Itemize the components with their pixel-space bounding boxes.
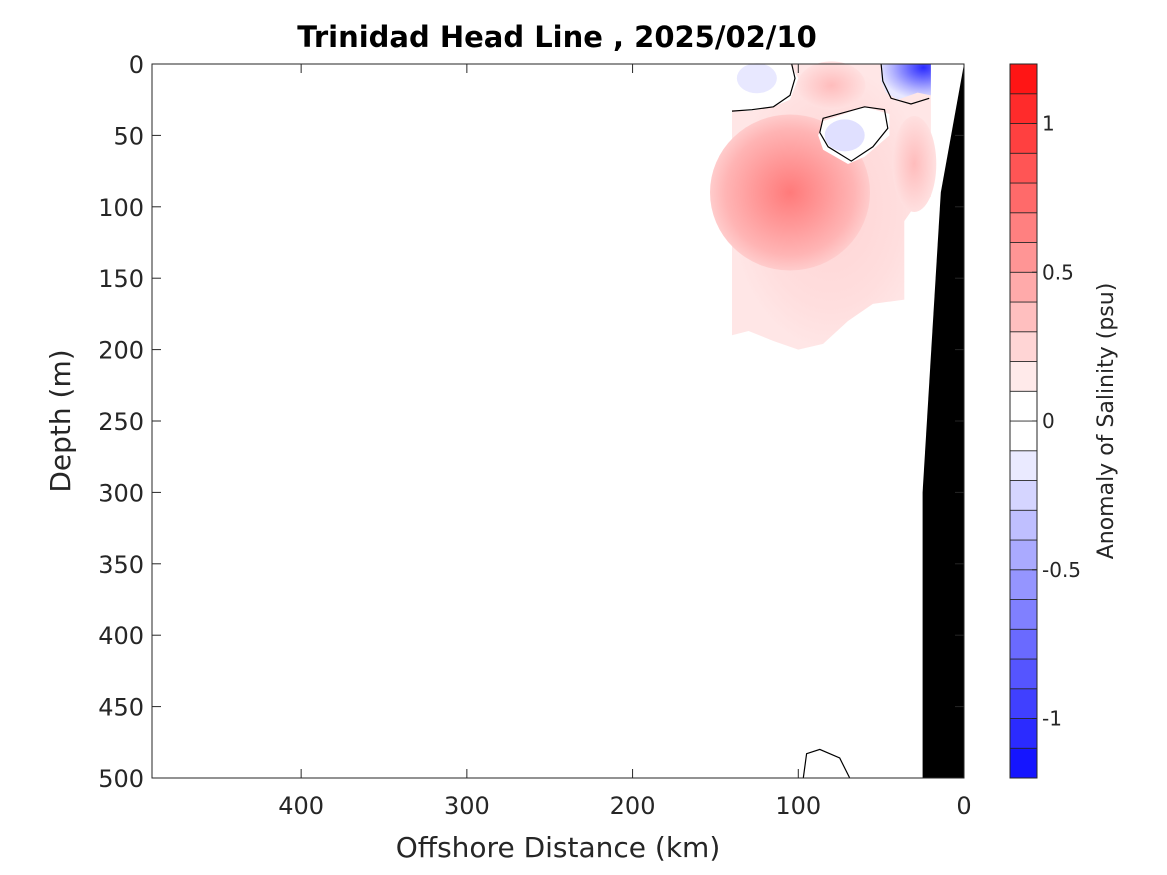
y-tick-label: 500 [98,765,144,793]
colorbar-level-swatch [1009,539,1038,571]
colorbar-level-swatch [1009,361,1038,392]
colorbar-level-swatch [1009,688,1038,719]
x-tick-label: 0 [956,792,971,820]
anomaly-region-negative-subsurface [824,119,865,152]
y-tick-label: 450 [98,694,144,722]
y-tick-label: 350 [98,551,144,579]
colorbar-level-swatch [1009,390,1038,422]
x-tick-label: 100 [775,792,821,820]
y-tick-label: 50 [113,122,144,150]
colorbar-level-swatch [1009,747,1038,779]
colorbar-level-swatch [1009,301,1038,333]
colorbar-tick-label: 0 [1042,409,1055,433]
y-tick-label: 250 [98,408,144,436]
x-axis-title: Offshore Distance (km) [396,831,721,864]
colorbar-level-swatch [1009,242,1038,273]
anomaly-region-negative-outer-surface [736,63,777,94]
colorbar-level-swatch [1009,628,1038,660]
colorbar-tick-label: 0.5 [1042,260,1074,284]
colorbar-level-swatch [1009,480,1038,511]
anomaly-contours [710,61,937,779]
anomaly-region-positive-surface [797,61,866,110]
x-tick-label: 400 [278,792,324,820]
colorbar-level-swatch [1009,182,1038,214]
colorbar-level-swatch [1009,658,1038,690]
anomaly-region-negative-surface [881,64,931,100]
colorbar-level-swatch [1009,123,1038,154]
plot-area [151,61,965,779]
colorbar-level-swatch [1009,331,1038,362]
colorbar-level-swatch [1009,93,1038,124]
zero-contour-deep [802,748,851,779]
colorbar-tick-label: -0.5 [1042,558,1081,582]
anomaly-region-positive-nearshore [892,115,937,212]
colorbar-tick-label: -1 [1042,707,1062,731]
y-tick-label: 150 [98,265,144,293]
x-tick-label: 200 [610,792,656,820]
y-axis: 0 50 100 150 200 250 300 350 400 450 500 [98,51,964,793]
colorbar-level-swatch [1009,152,1038,184]
y-tick-label: 0 [129,51,144,79]
colorbar-level-swatch [1009,450,1038,481]
x-tick-label: 300 [444,792,490,820]
y-tick-label: 400 [98,622,144,650]
colorbar-level-swatch [1009,718,1038,749]
zero-contour-subsurface [819,106,889,162]
colorbar-level-swatch [1009,63,1038,95]
bathymetry-shelf [922,64,964,778]
zero-contour-outer-surface [731,63,796,112]
colorbar-level-swatch [1009,509,1038,541]
chart-title: Trinidad Head Line , 2025/02/10 [297,20,817,54]
y-axis-title: Depth (m) [44,349,77,492]
y-tick-label: 100 [98,194,144,222]
zero-contour-nearshore-surface [880,63,930,105]
x-axis: 400 300 200 100 0 [278,64,972,820]
colorbar-title: Anomaly of Salinity (psu) [1094,283,1119,560]
colorbar-level-swatch [1009,420,1038,452]
bathymetry-layer [922,64,964,778]
colorbar-level-swatch [1009,271,1038,303]
colorbar: 1 0.5 0 -0.5 -1 [1009,63,1081,779]
colorbar-level-swatch [1009,599,1038,630]
colorbar-level-swatch [1009,569,1038,600]
colorbar-tick-label: 1 [1042,112,1055,136]
colorbar-level-swatch [1009,212,1038,243]
y-tick-label: 300 [98,479,144,507]
y-tick-label: 200 [98,337,144,365]
